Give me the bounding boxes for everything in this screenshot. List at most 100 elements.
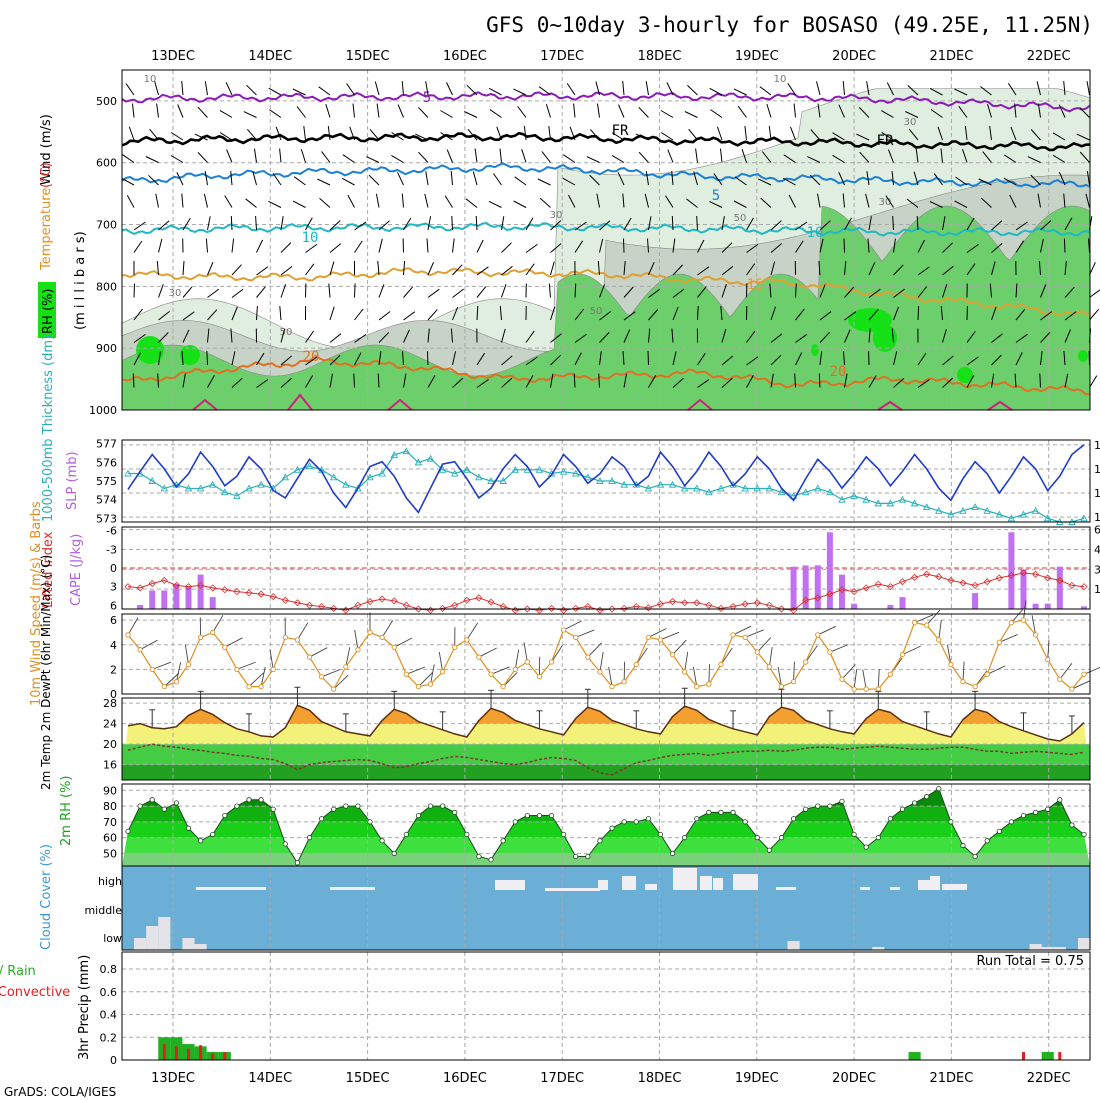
- wind-barb: [493, 173, 502, 186]
- wind-barb: [377, 260, 380, 276]
- wind-barb: [746, 263, 756, 276]
- wind-barb: [280, 284, 287, 298]
- rh-marker: [1057, 797, 1063, 803]
- li-marker: [596, 606, 604, 614]
- li-marker: [693, 599, 701, 607]
- wind-barb: [329, 354, 341, 366]
- precip-tick: 0.6: [100, 986, 118, 999]
- cloud-level-label: low: [103, 932, 122, 945]
- rh-contour-label: 30: [904, 117, 917, 128]
- wind10-barb: [805, 645, 818, 663]
- rh-marker: [258, 797, 264, 803]
- wind10-marker: [851, 686, 857, 692]
- wind-barb: [746, 243, 759, 253]
- wind-barb: [305, 243, 318, 253]
- wind-barb: [770, 373, 774, 388]
- rh-marker: [343, 803, 349, 809]
- wind-barb: [819, 331, 830, 343]
- wind-barb: [1064, 261, 1067, 276]
- wind-barb: [574, 308, 585, 321]
- wind-barb: [424, 193, 429, 208]
- wind10-marker: [1008, 619, 1015, 626]
- pressure-axis: 500 600 700 800 900 1000: [89, 95, 117, 417]
- thickness-marker: [814, 484, 822, 492]
- wind-barb: [966, 217, 975, 231]
- wind-barb: [467, 128, 478, 141]
- li-marker: [935, 573, 943, 581]
- wind-barb: [280, 216, 284, 231]
- wind-barb: [906, 198, 919, 208]
- wind-barb: [121, 177, 135, 186]
- cloud-ylabel: Cloud Cover (%): [39, 844, 54, 950]
- upper-ylabel-temp: Temperature: [39, 188, 54, 271]
- thickness-marker: [826, 488, 834, 496]
- cape-tick: 60: [1094, 524, 1100, 537]
- cape-bar: [197, 574, 204, 609]
- wind10-marker: [863, 686, 869, 692]
- cloud-plot: high middle low: [84, 865, 1091, 951]
- thickness-marker: [874, 499, 883, 507]
- precip-conv-bar: [211, 1053, 215, 1060]
- cape-bar: [1081, 606, 1087, 609]
- upper-air-panel: 5 FR FR 5 10 10 15 20 20 10 10 30 30 30 50 50 50 30 500 60…: [38, 69, 1100, 417]
- wind10-marker: [960, 679, 966, 685]
- wind-barb: [402, 350, 404, 366]
- wind-barb: [638, 107, 649, 118]
- wind-barb: [842, 81, 845, 96]
- wind-barb: [709, 200, 723, 208]
- wind-barb: [256, 352, 265, 366]
- wind-barb: [867, 238, 870, 253]
- wind-barb: [868, 309, 879, 321]
- cape-bar: [1044, 603, 1051, 609]
- wind-barb: [230, 171, 233, 186]
- wind10-marker: [609, 683, 615, 690]
- wind-barb: [374, 81, 380, 96]
- rh-shade-90: [1078, 350, 1088, 362]
- isotherm-25-segment: [192, 398, 218, 411]
- wind-barb: [280, 242, 292, 253]
- wind-barb: [256, 286, 266, 298]
- upper-ylabel-rh: RH (%): [41, 289, 56, 334]
- wind-barb: [517, 106, 527, 118]
- wind-barb: [305, 217, 313, 231]
- wind-barb: [665, 195, 674, 208]
- rh-contour-label: 30: [550, 210, 563, 221]
- rh-band-60-70: [122, 821, 1090, 838]
- rh-shading: [122, 88, 1090, 410]
- wind10-marker: [839, 676, 845, 682]
- wind-barb: [1040, 284, 1047, 298]
- rh-marker: [548, 812, 555, 819]
- wind-barb: [769, 283, 772, 298]
- thickness-marker: [584, 473, 592, 481]
- wind10-barb: [490, 666, 510, 675]
- wind-barb: [710, 109, 723, 118]
- thickness-marker: [487, 477, 495, 484]
- wind10-marker: [778, 683, 785, 690]
- wind10-marker: [427, 681, 434, 687]
- wind-barb: [1015, 283, 1018, 298]
- wind-barb: [648, 309, 659, 321]
- wind-barb: [713, 173, 723, 186]
- thickness-marker: [257, 480, 265, 488]
- wind-barb: [499, 306, 502, 321]
- li-marker: [342, 606, 350, 614]
- cloud-level-label: middle: [84, 904, 122, 917]
- date-label-top: 17DEC: [540, 49, 584, 64]
- isotherm-label: 10: [807, 225, 824, 241]
- cape-bar: [814, 565, 821, 609]
- pressure-tick: 500: [96, 95, 117, 108]
- cloud-high-bar: [776, 887, 796, 890]
- slp-tick: 1014: [1094, 463, 1100, 476]
- wind-barb: [1052, 132, 1066, 141]
- wind-barb: [525, 217, 534, 231]
- wind10-barb: [914, 614, 934, 624]
- wind-barb: [182, 329, 190, 343]
- wind10-barb: [466, 622, 478, 641]
- wind10-tick: 4: [110, 639, 117, 652]
- li-marker: [305, 601, 314, 609]
- rh-band-above-80: [122, 788, 1090, 807]
- wind10-marker: [137, 647, 143, 653]
- chart-title: GFS 0~10day 3-hourly for BOSASO (49.25E,…: [486, 13, 1093, 37]
- cape-ylabel: CAPE (J/kg): [69, 534, 84, 606]
